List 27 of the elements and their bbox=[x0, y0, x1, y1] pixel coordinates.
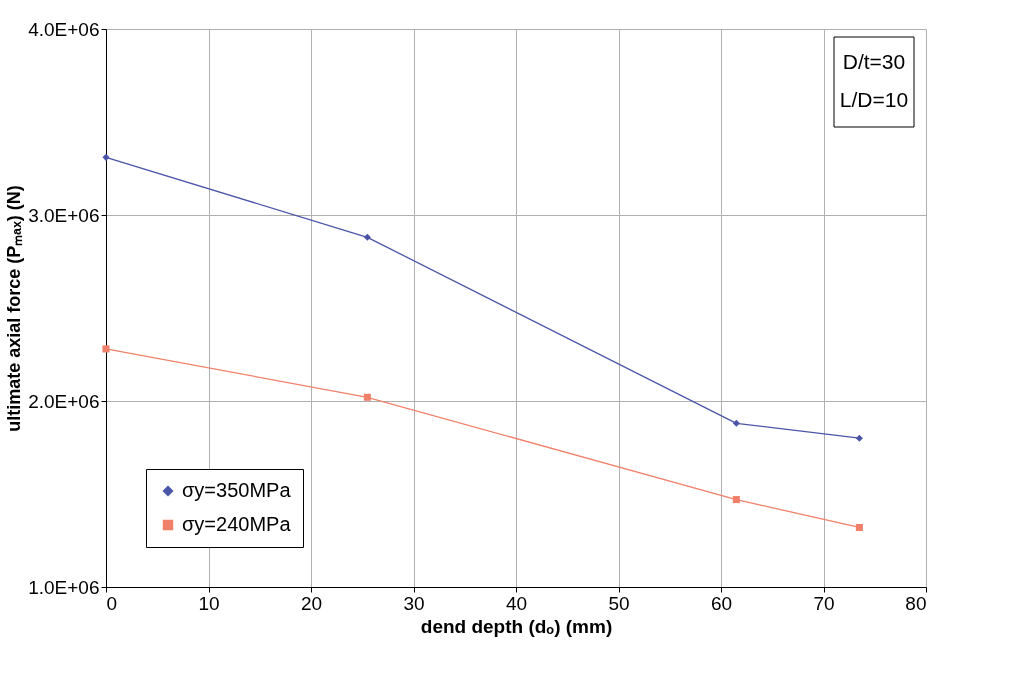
x-tick-label: 20 bbox=[300, 592, 323, 614]
annotation: D/t=30 bbox=[842, 50, 906, 73]
point bbox=[102, 345, 110, 353]
x-tick-label: 30 bbox=[403, 592, 425, 614]
x-tick-label: 10 bbox=[198, 592, 220, 614]
y-tick-label: 2.0E+06 bbox=[28, 390, 100, 412]
y-tick-label: 3.0E+06 bbox=[28, 204, 100, 226]
x-tick-label: 60 bbox=[710, 592, 733, 614]
legend-label: σy=350MPa bbox=[182, 479, 292, 501]
point bbox=[102, 153, 110, 161]
annotation: L/D=10 bbox=[839, 88, 909, 111]
x-tick-label: 50 bbox=[608, 592, 630, 614]
y-tick-label: 4.0E+06 bbox=[28, 18, 100, 40]
point bbox=[732, 496, 740, 504]
point bbox=[855, 434, 863, 442]
point bbox=[855, 523, 863, 532]
legend-label: σy=240MPa bbox=[182, 513, 292, 535]
x-tick-label: 40 bbox=[505, 592, 528, 614]
x-axis-title: dend depth (dₒ) (mm) bbox=[420, 615, 613, 637]
x-tick-label: 0 bbox=[106, 592, 118, 614]
y-axis-title: ultimate axial force (Pₘₐₓ) (N) bbox=[4, 185, 25, 432]
x-tick-label: 80 bbox=[905, 592, 927, 614]
point bbox=[363, 233, 371, 241]
point bbox=[363, 393, 371, 401]
y-tick-label: 1.0E+06 bbox=[28, 576, 100, 598]
x-tick-label: 70 bbox=[813, 592, 835, 614]
point bbox=[732, 419, 740, 427]
